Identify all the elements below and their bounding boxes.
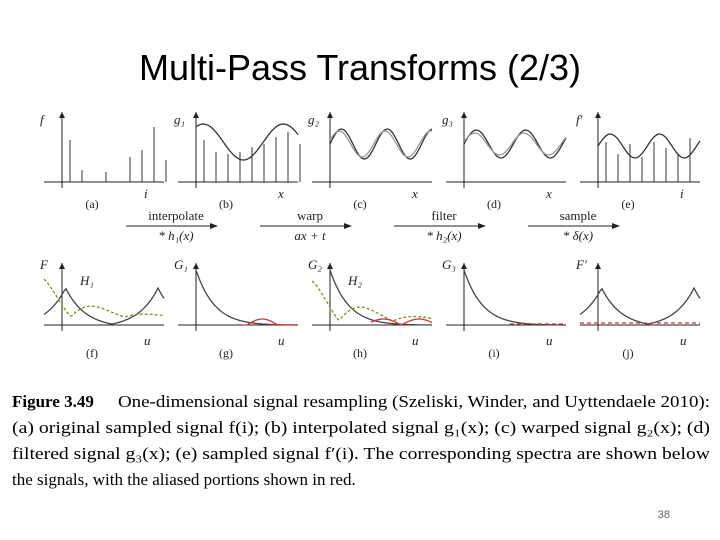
caption-line: the signals, with the aliased portions s… bbox=[12, 470, 356, 489]
axis-label: G₁ bbox=[174, 257, 188, 272]
panel-tag: (f) bbox=[86, 346, 98, 360]
curve bbox=[463, 269, 566, 326]
curve bbox=[579, 286, 701, 325]
operation-formula: ax + t bbox=[294, 228, 326, 243]
axis-label: u bbox=[680, 333, 687, 348]
arrow bbox=[595, 263, 601, 269]
operation-name: interpolate bbox=[148, 208, 204, 223]
operation-formula: * h₁(x) bbox=[158, 228, 193, 243]
curve bbox=[241, 318, 298, 326]
filter-label: H₁ bbox=[79, 273, 94, 288]
axis-label: x bbox=[545, 186, 552, 201]
curve bbox=[329, 269, 432, 326]
arrow bbox=[461, 112, 467, 118]
axis-label: f bbox=[40, 112, 46, 127]
panel-tag: (i) bbox=[488, 346, 499, 360]
axis-label: g₃ bbox=[442, 112, 453, 127]
panel-tag: (h) bbox=[353, 346, 367, 360]
axis-label: G₃ bbox=[442, 257, 456, 272]
curve bbox=[43, 286, 165, 325]
axis-label: u bbox=[546, 333, 553, 348]
panel-tag: (d) bbox=[487, 197, 501, 211]
filter-label: H₂ bbox=[347, 273, 362, 288]
caption-line: One-dimensional signal resampling (Szeli… bbox=[118, 392, 710, 411]
axis-label: G₂ bbox=[308, 257, 322, 272]
axis-label: i bbox=[680, 186, 684, 201]
arrow bbox=[327, 263, 333, 269]
arrow bbox=[193, 263, 199, 269]
arrow bbox=[461, 263, 467, 269]
arrow bbox=[612, 223, 620, 229]
arrow bbox=[210, 223, 218, 229]
curve bbox=[329, 128, 433, 160]
arrow bbox=[344, 223, 352, 229]
axis-label: u bbox=[278, 333, 285, 348]
axis-label: g₁ bbox=[174, 112, 185, 127]
operation-name: sample bbox=[560, 208, 597, 223]
curve bbox=[329, 130, 433, 158]
curve bbox=[195, 123, 299, 161]
arrow bbox=[59, 263, 65, 269]
operation-name: warp bbox=[297, 208, 323, 223]
curve bbox=[311, 280, 433, 322]
axis-label: u bbox=[144, 333, 151, 348]
panel-tag: (e) bbox=[621, 197, 634, 211]
panel-tag: (b) bbox=[219, 197, 233, 211]
arrow bbox=[595, 112, 601, 118]
curve bbox=[43, 278, 165, 318]
caption-line: (a) original sampled signal f(i); (b) in… bbox=[12, 418, 710, 437]
curve bbox=[597, 133, 701, 159]
panel-tag: (c) bbox=[353, 197, 366, 211]
panel-tag: (a) bbox=[85, 197, 98, 211]
axis-label: g₂ bbox=[308, 112, 320, 127]
caption-line: filtered signal g₃(x); (e) sampled signa… bbox=[12, 444, 711, 463]
curve bbox=[463, 129, 567, 159]
panel-tag: (j) bbox=[622, 346, 633, 360]
axis-label: F′ bbox=[575, 257, 587, 272]
operation-formula: * δ(x) bbox=[563, 228, 593, 243]
axis-label: x bbox=[411, 186, 418, 201]
arrow bbox=[327, 112, 333, 118]
axis-label: u bbox=[412, 333, 419, 348]
page-number: 38 bbox=[658, 509, 670, 521]
curve bbox=[370, 318, 433, 326]
operation-formula: * h₂(x) bbox=[426, 228, 461, 243]
panel-tag: (g) bbox=[219, 346, 233, 360]
axis-label: f′ bbox=[576, 112, 583, 127]
axis-label: i bbox=[144, 186, 148, 201]
arrow bbox=[478, 223, 486, 229]
arrow bbox=[193, 112, 199, 118]
operation-name: filter bbox=[431, 208, 457, 223]
arrow bbox=[59, 112, 65, 118]
slide-title: Multi-Pass Transforms (2/3) bbox=[139, 47, 581, 88]
curve bbox=[463, 132, 567, 156]
axis-label: F bbox=[39, 257, 49, 272]
axis-label: x bbox=[277, 186, 284, 201]
caption-label: Figure 3.49 bbox=[12, 392, 94, 411]
curve bbox=[195, 269, 298, 326]
